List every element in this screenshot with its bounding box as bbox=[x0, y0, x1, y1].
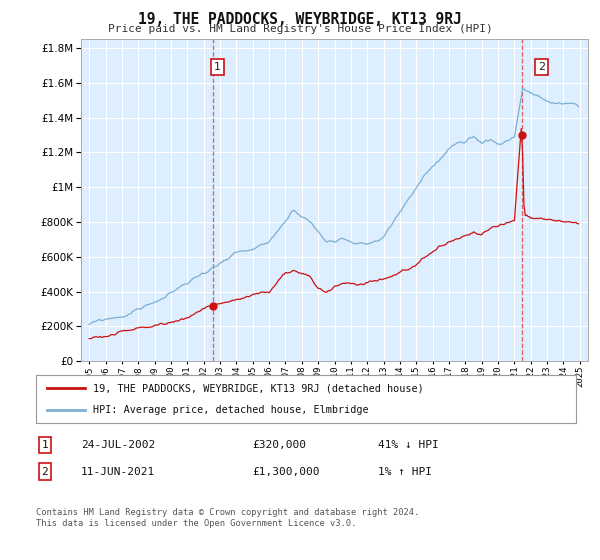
Text: 41% ↓ HPI: 41% ↓ HPI bbox=[378, 440, 439, 450]
Text: 1: 1 bbox=[214, 62, 221, 72]
Text: Price paid vs. HM Land Registry's House Price Index (HPI): Price paid vs. HM Land Registry's House … bbox=[107, 24, 493, 34]
Text: £1,300,000: £1,300,000 bbox=[252, 466, 320, 477]
Text: 19, THE PADDOCKS, WEYBRIDGE, KT13 9RJ: 19, THE PADDOCKS, WEYBRIDGE, KT13 9RJ bbox=[138, 12, 462, 27]
Text: 2: 2 bbox=[41, 466, 49, 477]
Text: £320,000: £320,000 bbox=[252, 440, 306, 450]
Text: 11-JUN-2021: 11-JUN-2021 bbox=[81, 466, 155, 477]
Text: 24-JUL-2002: 24-JUL-2002 bbox=[81, 440, 155, 450]
Text: 1% ↑ HPI: 1% ↑ HPI bbox=[378, 466, 432, 477]
Text: 1: 1 bbox=[41, 440, 49, 450]
Text: HPI: Average price, detached house, Elmbridge: HPI: Average price, detached house, Elmb… bbox=[92, 405, 368, 415]
Text: 19, THE PADDOCKS, WEYBRIDGE, KT13 9RJ (detached house): 19, THE PADDOCKS, WEYBRIDGE, KT13 9RJ (d… bbox=[92, 383, 424, 393]
Text: Contains HM Land Registry data © Crown copyright and database right 2024.
This d: Contains HM Land Registry data © Crown c… bbox=[36, 508, 419, 528]
Text: 2: 2 bbox=[538, 62, 545, 72]
